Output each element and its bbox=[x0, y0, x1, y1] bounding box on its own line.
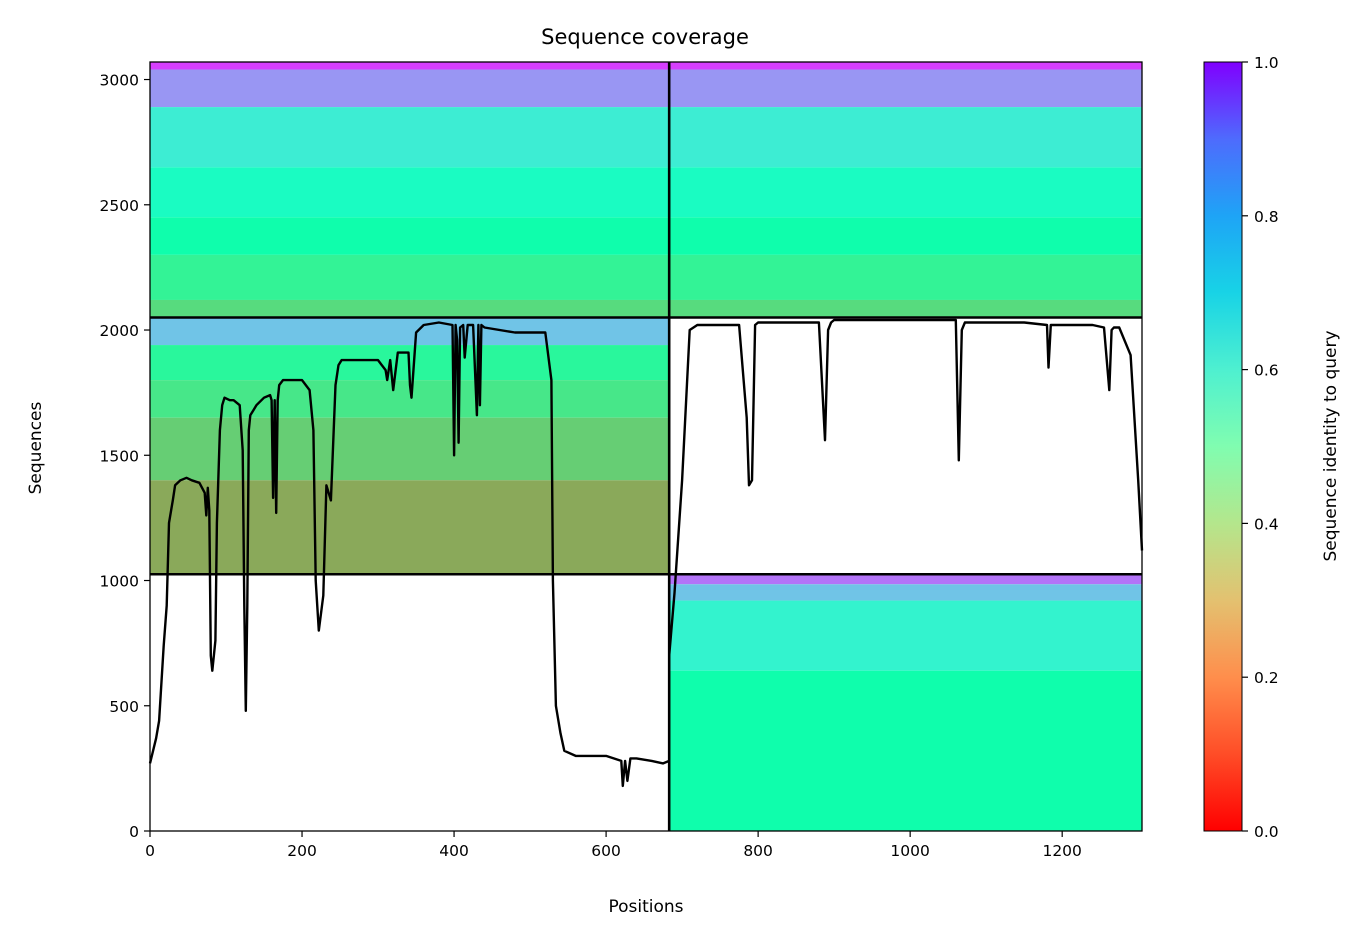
coverage-line bbox=[148, 321, 670, 788]
colorbar-tick-label: 0.4 bbox=[1254, 515, 1279, 533]
chart-title: Sequence coverage bbox=[541, 25, 749, 49]
identity-band bbox=[669, 167, 1142, 218]
colorbar-ticks: 0.0 0.2 0.4 0.6 0.8 1.0 bbox=[1242, 54, 1279, 841]
x-tick-label: 600 bbox=[591, 842, 621, 860]
coverage-lines bbox=[148, 318, 1144, 788]
x-tick-label: 1000 bbox=[890, 842, 929, 860]
x-tick-label: 800 bbox=[743, 842, 773, 860]
identity-band bbox=[150, 167, 670, 218]
identity-band bbox=[150, 62, 670, 70]
y-axis-label: Sequences bbox=[26, 402, 46, 495]
plot-frame bbox=[149, 61, 1143, 832]
y-axis-ticks: 0 500 1000 1500 2000 2500 3000 bbox=[100, 72, 150, 841]
y-tick-label: 0 bbox=[129, 823, 139, 841]
colorbar-tick-label: 0.8 bbox=[1254, 208, 1279, 226]
identity-band bbox=[669, 254, 1142, 300]
identity-band bbox=[669, 299, 1142, 318]
colorbar bbox=[1203, 61, 1243, 832]
coverage-heatmap bbox=[150, 62, 1142, 831]
x-axis-label: Positions bbox=[608, 897, 683, 917]
x-axis-ticks: 0 200 400 600 800 1000 1200 bbox=[145, 831, 1082, 860]
y-tick-label: 500 bbox=[109, 698, 139, 716]
x-tick-label: 200 bbox=[287, 842, 317, 860]
identity-band bbox=[669, 69, 1142, 108]
identity-band bbox=[669, 62, 1142, 70]
colorbar-tick-label: 0.0 bbox=[1254, 823, 1279, 841]
x-tick-label: 0 bbox=[145, 842, 155, 860]
identity-band bbox=[669, 574, 1142, 585]
colorbar-label: Sequence identity to query bbox=[1321, 330, 1341, 561]
identity-band bbox=[150, 107, 670, 168]
x-tick-label: 400 bbox=[439, 842, 469, 860]
identity-band bbox=[150, 317, 670, 346]
identity-band bbox=[669, 584, 1142, 601]
y-tick-label: 1500 bbox=[100, 447, 139, 465]
identity-band bbox=[150, 217, 670, 255]
identity-band bbox=[150, 417, 670, 481]
colorbar-tick-label: 1.0 bbox=[1254, 54, 1279, 72]
identity-band bbox=[150, 299, 670, 318]
y-tick-label: 2500 bbox=[100, 197, 139, 215]
identity-band bbox=[150, 69, 670, 108]
block-boundaries bbox=[150, 62, 1142, 831]
identity-band bbox=[150, 480, 670, 575]
y-tick-label: 1000 bbox=[100, 573, 139, 591]
identity-band bbox=[669, 107, 1142, 168]
x-tick-label: 1200 bbox=[1042, 842, 1081, 860]
colorbar-tick-label: 0.2 bbox=[1254, 669, 1279, 687]
colorbar-tick-label: 0.6 bbox=[1254, 362, 1279, 380]
identity-band bbox=[669, 217, 1142, 255]
identity-band bbox=[669, 670, 1142, 831]
identity-band bbox=[669, 600, 1142, 671]
y-tick-label: 2000 bbox=[100, 322, 139, 340]
y-tick-label: 3000 bbox=[100, 72, 139, 90]
coverage-line bbox=[668, 318, 1144, 656]
identity-band bbox=[150, 254, 670, 300]
